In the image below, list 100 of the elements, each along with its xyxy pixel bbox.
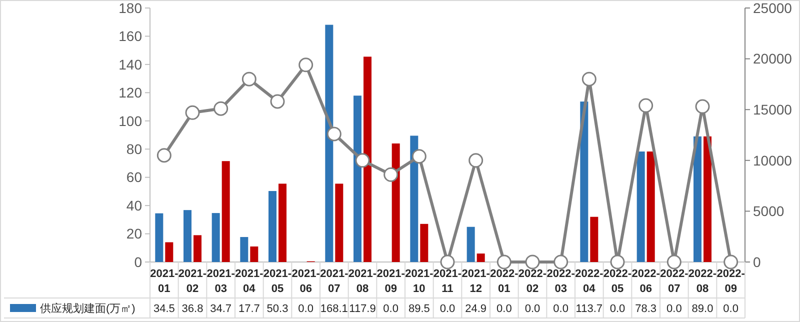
y-tick-label: 140 — [118, 56, 142, 72]
bar — [354, 96, 362, 262]
y-tick-label: 60 — [126, 169, 142, 186]
point — [298, 58, 314, 72]
y2-tick-label: 25000 — [753, 0, 792, 16]
data-label: 89.5 — [408, 303, 430, 315]
point — [724, 254, 738, 270]
bar — [240, 237, 248, 262]
bar — [222, 161, 230, 262]
y2-tick-label: 20000 — [753, 50, 792, 67]
point — [525, 254, 540, 270]
point — [582, 72, 596, 86]
x-tick-label: 2021-10 — [405, 268, 434, 295]
data-label: 117.9 — [349, 303, 376, 315]
x-tick-label: 2021-07 — [320, 268, 349, 295]
y2-tick-label: 0 — [753, 254, 761, 270]
y-tick-label: 120 — [118, 84, 142, 101]
bar — [392, 143, 400, 262]
y-tick-label: 80 — [126, 141, 142, 158]
bar — [466, 226, 475, 262]
x-tick-label: 2021-03 — [206, 268, 236, 295]
bar — [184, 210, 192, 262]
bar — [155, 213, 164, 262]
point — [496, 254, 512, 270]
bar — [165, 242, 174, 262]
x-tick-label: 2021-02 — [178, 268, 207, 295]
data-label: 0.0 — [383, 303, 398, 315]
data-label: 0.0 — [298, 303, 314, 315]
x-tick-label: 2021-08 — [348, 268, 377, 295]
x-tick-label: 2022-06 — [632, 268, 660, 295]
data-label: 34.7 — [210, 303, 232, 315]
bar — [325, 24, 334, 262]
data-label: 0.0 — [610, 303, 626, 315]
point — [384, 167, 398, 182]
y-tick-label: 180 — [118, 0, 142, 16]
bar — [364, 56, 372, 262]
y2-tick-label: 10000 — [753, 152, 792, 168]
bar — [590, 216, 598, 262]
point — [695, 99, 710, 114]
y2-tick-label: 15000 — [753, 102, 792, 118]
data-label: 0.0 — [553, 303, 568, 315]
bar — [278, 184, 286, 262]
point — [412, 149, 426, 164]
bar — [580, 102, 588, 262]
x-tick-label: 2022-08 — [688, 268, 717, 295]
bar — [250, 246, 258, 262]
data-label: 0.0 — [723, 303, 738, 315]
data-label: 89.0 — [692, 303, 714, 315]
x-tick-label: 2021-04 — [235, 268, 264, 295]
data-label: 24.9 — [465, 303, 487, 315]
point — [214, 101, 228, 116]
bar — [194, 235, 202, 262]
bar — [636, 152, 645, 262]
x-tick-label: 2022-05 — [603, 268, 632, 295]
legend-label: 供应规划建面(万㎡) — [40, 302, 136, 315]
point — [638, 98, 654, 113]
x-tick-label: 2022-09 — [716, 268, 746, 295]
x-tick-label: 2021-01 — [150, 268, 179, 295]
bar — [335, 184, 344, 262]
x-tick-label: 2021-11 — [433, 268, 462, 295]
y-tick-label: 160 — [118, 28, 142, 44]
data-label: 34.5 — [153, 303, 175, 315]
point — [326, 126, 342, 142]
data-label: 113.7 — [576, 303, 603, 315]
bar — [476, 254, 485, 262]
bar — [694, 136, 702, 262]
y2-tick-label: 5000 — [753, 203, 784, 220]
data-label: 0.0 — [524, 303, 540, 315]
x-tick-label: 2022-04 — [575, 268, 604, 295]
data-label: 50.3 — [266, 303, 288, 315]
point — [554, 254, 568, 270]
x-tick-label: 2022-02 — [518, 268, 547, 295]
point — [440, 254, 455, 270]
data-label: 36.8 — [182, 303, 204, 315]
bar — [420, 224, 428, 262]
bar — [704, 136, 712, 262]
y-tick-label: 20 — [126, 226, 142, 242]
data-label: 0.0 — [440, 303, 456, 315]
bar — [410, 136, 418, 262]
point — [185, 105, 200, 120]
bar — [212, 213, 220, 262]
x-tick-label: 2021-12 — [462, 268, 490, 295]
point — [270, 94, 285, 109]
data-label: 168.1 — [320, 303, 348, 315]
data-label: 0.0 — [666, 303, 682, 315]
x-tick-label: 2022-07 — [660, 268, 689, 295]
x-tick-label: 2021-06 — [292, 268, 320, 295]
y-tick-label: 40 — [126, 197, 142, 214]
data-label: 0.0 — [496, 303, 512, 315]
x-tick-label: 2022-01 — [490, 268, 519, 295]
point — [468, 153, 484, 168]
y-tick-label: 0 — [134, 254, 142, 270]
x-tick-label: 2021-05 — [263, 268, 292, 295]
data-label: 78.3 — [635, 303, 657, 315]
x-tick-label: 2021-09 — [376, 268, 406, 295]
bar — [268, 191, 276, 262]
point — [242, 72, 256, 86]
y-tick-label: 100 — [118, 112, 142, 129]
point — [156, 148, 172, 163]
point — [666, 254, 682, 270]
